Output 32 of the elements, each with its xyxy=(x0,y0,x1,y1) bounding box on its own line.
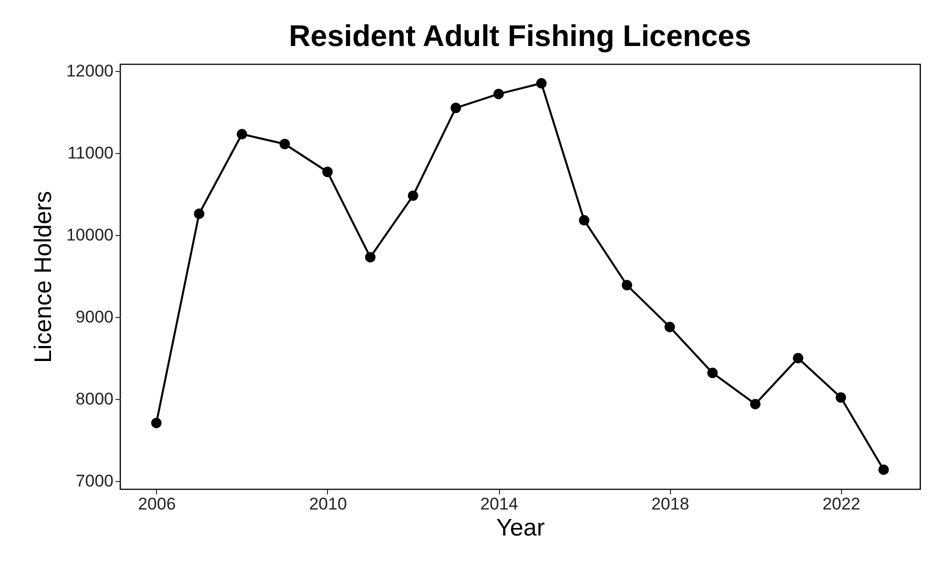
x-tick-label: 2018 xyxy=(651,494,690,514)
x-tick-label: 2010 xyxy=(309,494,347,514)
point xyxy=(622,280,632,290)
x-tick-label: 2022 xyxy=(822,494,860,514)
point xyxy=(279,138,290,150)
point xyxy=(878,464,889,475)
y-tick-label: 8000 xyxy=(76,390,114,409)
y-axis-title: Licence Holders xyxy=(30,190,58,364)
point xyxy=(578,215,590,226)
chart-title: Resident Adult Fishing Licences xyxy=(288,20,752,53)
y-tick-label: 10000 xyxy=(66,226,114,245)
point xyxy=(536,78,547,89)
point xyxy=(664,322,675,332)
point xyxy=(792,352,804,364)
point xyxy=(151,418,162,428)
point xyxy=(365,252,376,262)
point xyxy=(322,166,333,178)
point xyxy=(707,368,718,378)
point xyxy=(236,128,248,140)
y-tick-label: 7000 xyxy=(76,472,114,491)
y-tick-label: 12000 xyxy=(66,61,114,80)
point xyxy=(408,190,418,201)
point xyxy=(450,102,462,114)
y-tick-label: 9000 xyxy=(76,308,114,327)
x-axis-title: Year xyxy=(496,514,545,542)
x-tick-label: 2014 xyxy=(480,494,518,514)
y-tick-label: 11000 xyxy=(67,144,114,163)
point xyxy=(194,208,204,219)
point xyxy=(836,392,846,403)
point xyxy=(750,398,761,410)
x-tick-label: 2006 xyxy=(138,494,176,514)
point xyxy=(493,88,504,100)
